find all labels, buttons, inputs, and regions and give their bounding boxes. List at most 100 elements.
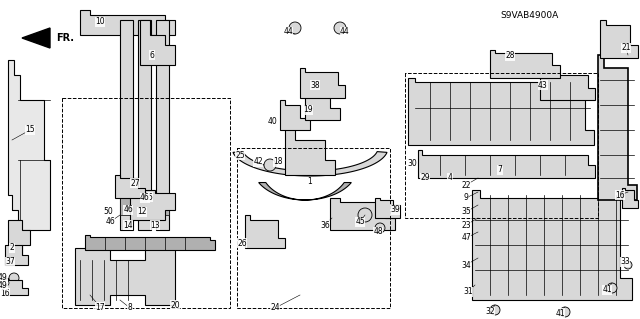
Text: 8: 8 (127, 303, 132, 313)
Text: 9: 9 (463, 194, 468, 203)
Polygon shape (85, 235, 215, 250)
Text: 4: 4 (447, 174, 452, 182)
Text: 48: 48 (373, 227, 383, 236)
Text: 23: 23 (461, 220, 471, 229)
Polygon shape (600, 20, 638, 58)
Text: 17: 17 (95, 302, 105, 311)
Text: 19: 19 (303, 106, 313, 115)
Text: 40: 40 (267, 117, 277, 127)
Text: 25: 25 (235, 151, 245, 160)
Text: 13: 13 (150, 220, 160, 229)
Text: 26: 26 (237, 239, 247, 248)
Text: 46: 46 (123, 205, 133, 214)
Polygon shape (138, 20, 151, 230)
Text: 49: 49 (0, 273, 8, 283)
Text: 18: 18 (273, 158, 283, 167)
Polygon shape (285, 128, 335, 175)
Text: 7: 7 (497, 166, 502, 174)
Text: 1: 1 (308, 177, 312, 187)
Polygon shape (245, 215, 285, 248)
Text: 27: 27 (130, 179, 140, 188)
Text: 31: 31 (463, 287, 473, 296)
Text: 47: 47 (461, 234, 471, 242)
Polygon shape (140, 20, 175, 65)
Polygon shape (598, 55, 637, 200)
Text: 41: 41 (602, 286, 612, 294)
Circle shape (375, 223, 385, 233)
Text: 24: 24 (270, 303, 280, 313)
Polygon shape (75, 248, 175, 305)
Polygon shape (622, 188, 638, 208)
Text: 45: 45 (355, 218, 365, 226)
Polygon shape (300, 68, 345, 98)
Text: 2: 2 (10, 243, 14, 253)
Text: 10: 10 (95, 18, 105, 26)
Text: 33: 33 (620, 257, 630, 266)
Text: 36: 36 (320, 220, 330, 229)
Circle shape (490, 305, 500, 315)
Polygon shape (259, 182, 351, 200)
Circle shape (9, 273, 19, 283)
Circle shape (607, 283, 617, 293)
Circle shape (3, 280, 9, 286)
Circle shape (358, 208, 372, 222)
Text: 29: 29 (420, 174, 430, 182)
Polygon shape (305, 88, 340, 120)
Circle shape (9, 285, 19, 295)
Text: 41: 41 (555, 308, 565, 317)
Text: 30: 30 (407, 159, 417, 167)
Polygon shape (330, 198, 395, 230)
Text: 15: 15 (25, 125, 35, 135)
Text: 20: 20 (170, 300, 180, 309)
Text: 38: 38 (310, 80, 320, 90)
Text: S9VAB4900A: S9VAB4900A (500, 11, 558, 20)
Polygon shape (490, 50, 560, 78)
Text: 32: 32 (485, 308, 495, 316)
Text: 14: 14 (123, 220, 133, 229)
Polygon shape (5, 245, 28, 265)
Text: 22: 22 (461, 181, 471, 189)
Polygon shape (8, 60, 50, 230)
Text: FR.: FR. (56, 33, 74, 43)
Text: 42: 42 (253, 158, 263, 167)
Text: 50: 50 (103, 207, 113, 217)
Text: 5: 5 (148, 192, 152, 202)
Circle shape (334, 22, 346, 34)
Polygon shape (138, 195, 151, 215)
Text: 16: 16 (615, 190, 625, 199)
Polygon shape (418, 150, 595, 178)
Polygon shape (280, 100, 310, 130)
Circle shape (289, 22, 301, 34)
Text: 39: 39 (390, 205, 400, 214)
Text: 44: 44 (340, 27, 350, 36)
Polygon shape (156, 20, 169, 230)
Text: 34: 34 (461, 261, 471, 270)
Text: 16: 16 (0, 288, 10, 298)
Circle shape (264, 159, 276, 171)
Polygon shape (120, 195, 133, 215)
Text: 46: 46 (140, 194, 150, 203)
Polygon shape (472, 190, 632, 300)
Text: 6: 6 (150, 50, 154, 60)
Polygon shape (375, 198, 400, 218)
Text: 28: 28 (505, 51, 515, 61)
Polygon shape (408, 78, 594, 145)
Text: 21: 21 (621, 43, 631, 53)
Polygon shape (130, 190, 175, 220)
Polygon shape (115, 175, 145, 198)
Circle shape (624, 261, 632, 269)
Polygon shape (120, 20, 133, 230)
Text: 46: 46 (105, 218, 115, 226)
Polygon shape (8, 220, 30, 255)
Text: 12: 12 (137, 207, 147, 217)
Text: 43: 43 (538, 80, 548, 90)
Polygon shape (3, 278, 28, 295)
Polygon shape (80, 10, 175, 35)
Text: 35: 35 (461, 207, 471, 217)
Polygon shape (156, 195, 169, 215)
Circle shape (560, 307, 570, 317)
Polygon shape (540, 73, 595, 100)
Text: 49: 49 (0, 280, 8, 290)
Polygon shape (22, 28, 50, 48)
Polygon shape (233, 152, 387, 176)
